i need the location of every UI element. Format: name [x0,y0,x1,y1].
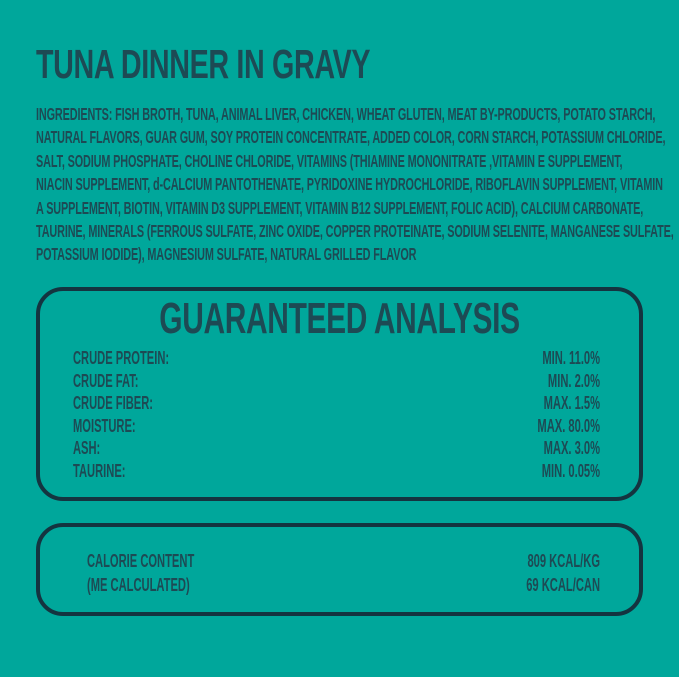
analysis-row: ASH: MAX. 3.0% [73,437,600,460]
calorie-label-line: CALORIE CONTENT [87,551,195,571]
calorie-content-box: CALORIE CONTENT (ME CALCULATED) 809 KCAL… [36,523,643,616]
guaranteed-analysis-table: CRUDE PROTEIN: MIN. 11.0% CRUDE FAT: MIN… [73,347,600,483]
analysis-name: TAURINE: [73,460,126,481]
analysis-name: CRUDE FAT: [73,370,139,391]
calorie-content-label: CALORIE CONTENT (ME CALCULATED) [87,550,260,597]
bottom-white-edge [0,677,679,679]
analysis-value: MAX. 1.5% [543,393,600,414]
ingredients-line: POTASSIUM IODIDE), MAGNESIUM SULFATE, NA… [36,244,417,265]
ingredients-line: INGREDIENTS: FISH BROTH, TUNA, ANIMAL LI… [36,104,656,124]
analysis-value: MAX. 3.0% [543,438,600,459]
calorie-label-line: (ME CALCULATED) [87,574,190,595]
analysis-name: CRUDE FIBER: [73,393,153,414]
ingredients-line: NATURAL FLAVORS, GUAR GUM, SOY PROTEIN C… [36,127,666,148]
analysis-value: MIN. 0.05% [541,460,600,481]
analysis-row: MOISTURE: MAX. 80.0% [73,415,600,438]
ingredients-line: SALT, SODIUM PHOSPHATE, CHOLINE CHLORIDE… [36,150,623,171]
analysis-value: MAX. 80.0% [537,415,600,436]
analysis-name: MOISTURE: [73,415,136,436]
ingredients-line: A SUPPLEMENT, BIOTIN, VITAMIN D3 SUPPLEM… [36,197,644,218]
ingredients-line: TAURINE, MINERALS (FERROUS SULFATE, ZINC… [36,221,674,242]
ingredients-line: NIACIN SUPPLEMENT, d-CALCIUM PANTOTHENAT… [36,174,663,195]
product-title: TUNA DINNER IN GRAVY [36,41,371,87]
analysis-row: CRUDE PROTEIN: MIN. 11.0% [73,347,600,370]
guaranteed-analysis-heading: GUARANTEED ANALYSIS [159,294,520,343]
calorie-content-values: 809 KCAL/KG 69 KCAL/CAN [481,550,600,597]
analysis-name: ASH: [73,438,101,459]
calorie-value-line: 69 KCAL/CAN [526,574,600,595]
analysis-row: TAURINE: MIN. 0.05% [73,460,600,483]
analysis-row: CRUDE FAT: MIN. 2.0% [73,370,600,393]
guaranteed-analysis-box: GUARANTEED ANALYSIS CRUDE PROTEIN: MIN. … [36,287,643,501]
analysis-value: MIN. 11.0% [542,348,600,368]
analysis-name: CRUDE PROTEIN: [73,348,170,368]
analysis-value: MIN. 2.0% [547,370,600,391]
calorie-value-line: 809 KCAL/KG [527,551,600,571]
ingredients-paragraph: INGREDIENTS: FISH BROTH, TUNA, ANIMAL LI… [36,103,674,267]
analysis-row: CRUDE FIBER: MAX. 1.5% [73,392,600,415]
